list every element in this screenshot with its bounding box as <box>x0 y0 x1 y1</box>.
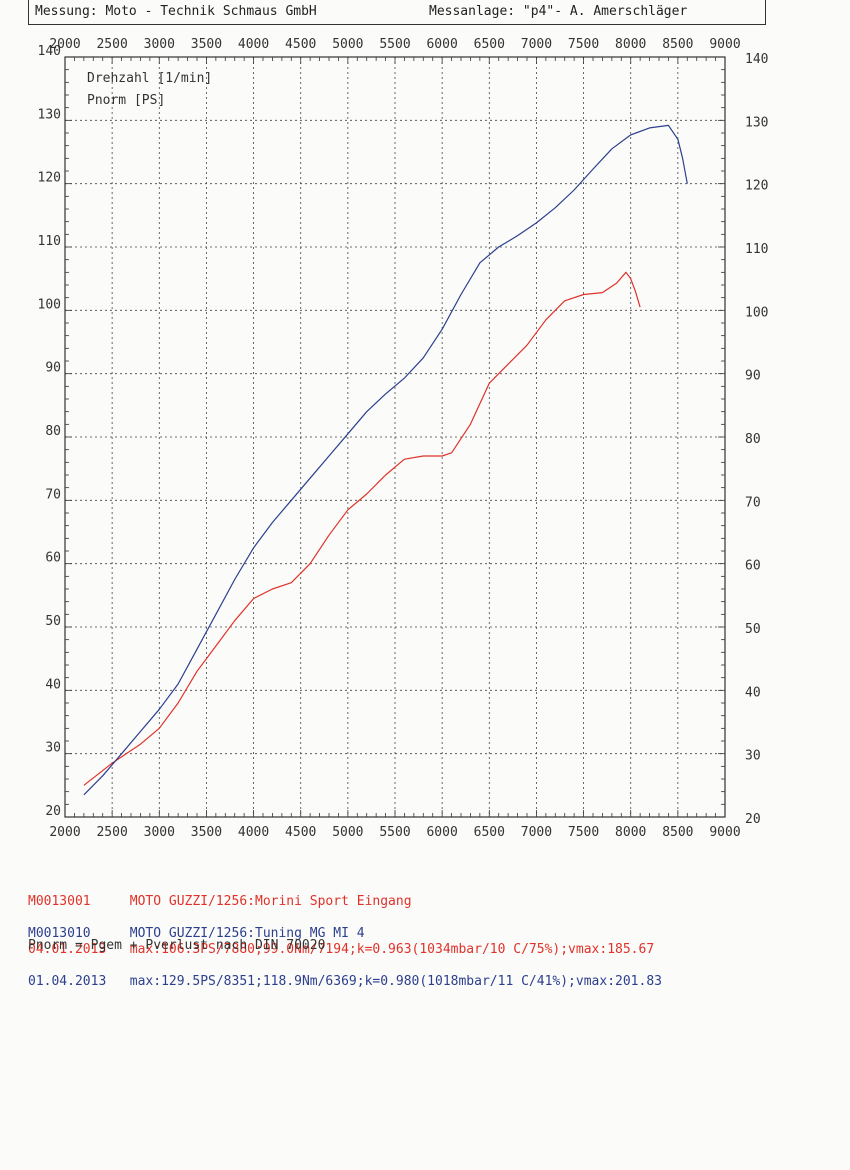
x-tick-label-bottom: 9000 <box>709 825 740 840</box>
y-tick-label-right: 90 <box>745 369 761 384</box>
x-tick-label-top: 7000 <box>521 37 552 52</box>
legend-title: MOTO GUZZI/1256:Tuning MG MI 4 <box>129 926 365 941</box>
x-tick-label-top: 5000 <box>332 37 363 52</box>
x-tick-label-top: 8500 <box>662 37 693 52</box>
x-tick-label-bottom: 3000 <box>144 825 175 840</box>
legend-date: 01.04.2013 <box>28 974 107 989</box>
x-tick-label-bottom: 4000 <box>238 825 269 840</box>
footnote: Pnorm = Pgem + Pverlust nach DIN 70020 <box>28 938 326 953</box>
y-tick-label-right: 120 <box>745 179 768 194</box>
y-tick-label-left: 40 <box>45 677 61 692</box>
x-tick-label-top: 2000 <box>49 37 80 52</box>
x-tick-label-top: 5500 <box>379 37 410 52</box>
dyno-chart: 2000 2000 2500 2500 3000 3000 3500 3500 4000 4000… <box>38 37 769 840</box>
y-tick-label-right: 80 <box>745 432 761 447</box>
y-tick-label-right: 40 <box>745 685 761 700</box>
x-tick-label-bottom: 6000 <box>426 825 457 840</box>
y-tick-label-right: 130 <box>745 115 768 130</box>
test-bench-label: Messanlage: "p4"- A. Amerschläger <box>429 4 688 19</box>
plot-frame <box>64 56 726 818</box>
x-tick-label-bottom: 7000 <box>521 825 552 840</box>
chart-series <box>83 124 688 796</box>
x-tick-label-bottom: 3500 <box>191 825 222 840</box>
x-tick-label-bottom: 8500 <box>662 825 693 840</box>
x-tick-label-top: 3500 <box>191 37 222 52</box>
x-tick-label-bottom: 2000 <box>49 825 80 840</box>
y-tick-label-left: 100 <box>38 297 61 312</box>
legend-date: 04.01.2013 <box>28 942 107 957</box>
y-tick-label-left: 110 <box>38 234 61 249</box>
series-line-M0013001 <box>83 271 641 786</box>
y-tick-label-left: 60 <box>45 551 61 566</box>
legend-details: max:106.3PS/7880;99.0Nm/7194;k=0.963(103… <box>129 942 655 957</box>
y-tick-label-left: 130 <box>38 107 61 122</box>
y-tick-label-left: 80 <box>45 424 61 439</box>
x-tick-label-top: 6500 <box>474 37 505 52</box>
x-tick-label-bottom: 7500 <box>568 825 599 840</box>
y-tick-label-right: 20 <box>745 812 761 827</box>
y-tick-label-left: 30 <box>45 741 61 756</box>
x-axis-label: Drehzahl [1/min] <box>87 71 212 86</box>
x-tick-label-bottom: 6500 <box>474 825 505 840</box>
y-tick-label-left: 20 <box>45 804 61 819</box>
y-tick-label-right: 100 <box>745 305 768 320</box>
measurement-header: Messung: Moto - Technik Schmaus GmbH Mes… <box>28 0 766 25</box>
y-axis-label: Pnorm [PS] <box>87 93 165 108</box>
y-tick-label-right: 110 <box>745 242 768 257</box>
legend-id: M0013001 <box>28 894 91 909</box>
y-tick-label-right: 140 <box>745 52 768 67</box>
y-tick-label-left: 120 <box>38 171 61 186</box>
legend-id: M0013010 <box>28 926 91 941</box>
x-tick-label-top: 4000 <box>238 37 269 52</box>
measurement-title: Messung: Moto - Technik Schmaus GmbH <box>35 4 317 19</box>
x-tick-label-bottom: 4500 <box>285 825 316 840</box>
y-tick-label-left: 70 <box>45 487 61 502</box>
x-tick-label-top: 6000 <box>426 37 457 52</box>
series-line-M0013010 <box>83 124 688 796</box>
x-tick-label-top: 9000 <box>709 37 740 52</box>
legend-entry-red: M0013001 MOTO GUZZI/1256:Morini Sport Ei… <box>28 862 654 974</box>
legend-title: MOTO GUZZI/1256:Morini Sport Eingang <box>129 894 412 909</box>
x-tick-label-bottom: 8000 <box>615 825 646 840</box>
legend-entry-blue: M0013010 MOTO GUZZI/1256:Tuning MG MI 4 … <box>28 894 662 1006</box>
chart-tick-labels: 2000 2000 2500 2500 3000 3000 3500 3500 4000 4000… <box>38 37 769 840</box>
x-tick-label-top: 7500 <box>568 37 599 52</box>
x-tick-label-top: 3000 <box>144 37 175 52</box>
y-tick-label-right: 70 <box>745 495 761 510</box>
x-tick-label-bottom: 5000 <box>332 825 363 840</box>
x-tick-label-top: 8000 <box>615 37 646 52</box>
y-tick-label-left: 140 <box>38 44 61 59</box>
chart-grid <box>65 57 725 817</box>
chart-ticks <box>64 56 726 818</box>
y-tick-label-right: 50 <box>745 622 761 637</box>
y-tick-label-left: 50 <box>45 614 61 629</box>
x-tick-label-top: 2500 <box>96 37 127 52</box>
chart-axis-titles: Drehzahl [1/min] Pnorm [PS] <box>87 71 212 108</box>
x-tick-label-top: 4500 <box>285 37 316 52</box>
x-tick-label-bottom: 5500 <box>379 825 410 840</box>
y-tick-label-right: 60 <box>745 559 761 574</box>
y-tick-label-right: 30 <box>745 749 761 764</box>
x-tick-label-bottom: 2500 <box>96 825 127 840</box>
legend-details: max:129.5PS/8351;118.9Nm/6369;k=0.980(10… <box>129 974 662 989</box>
y-tick-label-left: 90 <box>45 361 61 376</box>
